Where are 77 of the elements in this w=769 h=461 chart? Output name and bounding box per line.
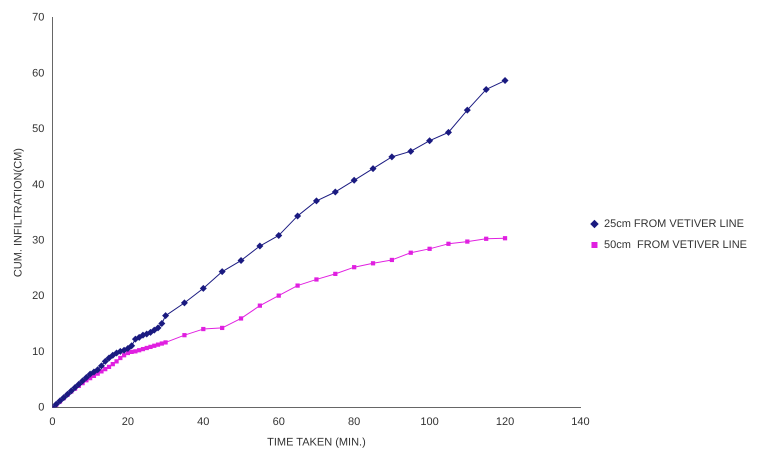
point: [465, 239, 470, 244]
point: [180, 299, 188, 306]
point: [103, 367, 108, 372]
point: [276, 293, 281, 298]
y-axis-title: CUM. INFILTRATION(CM): [12, 148, 25, 278]
point: [118, 356, 122, 360]
x-tick-label: 60: [272, 416, 285, 428]
point: [102, 358, 109, 365]
point: [144, 346, 149, 350]
y-tick-label: 70: [32, 12, 44, 24]
y-tick-label: 60: [32, 67, 44, 80]
point: [201, 326, 206, 332]
point: [128, 342, 136, 350]
point: [72, 384, 79, 392]
y-tick-label: 50: [32, 123, 44, 136]
x-tick-label: 0: [49, 416, 56, 428]
point: [482, 86, 490, 93]
point: [502, 77, 509, 84]
point: [98, 362, 105, 370]
point: [484, 236, 488, 241]
point: [160, 341, 164, 346]
point: [333, 272, 338, 276]
point: [294, 212, 302, 220]
point: [114, 359, 119, 364]
point: [158, 320, 166, 327]
legend-label: 25cm FROM VETIVER LINE: [604, 218, 744, 230]
x-tick-label: 120: [496, 416, 514, 428]
x-tick-label: 20: [122, 416, 134, 428]
point: [427, 246, 432, 251]
point: [122, 353, 126, 358]
point: [426, 137, 434, 144]
y-tick-label: 20: [32, 290, 44, 302]
point: [312, 197, 320, 204]
point: [133, 349, 138, 354]
point: [154, 324, 162, 332]
x-tick-label: 100: [420, 416, 439, 428]
point: [238, 257, 245, 264]
point: [350, 176, 358, 184]
point: [110, 362, 115, 366]
point: [258, 304, 262, 308]
point: [446, 242, 451, 246]
point: [152, 344, 156, 348]
point: [200, 284, 207, 292]
x-tick-label: 40: [197, 416, 210, 428]
point: [502, 236, 508, 240]
point: [130, 350, 134, 354]
x-tick-label: 140: [571, 416, 590, 428]
point: [256, 242, 264, 250]
point: [332, 188, 339, 196]
point: [182, 333, 187, 338]
point: [220, 326, 224, 330]
y-tick-label: 40: [32, 178, 44, 191]
x-tick-label: 80: [348, 416, 360, 428]
legend-label: 50cm FROM VETIVER LINE: [604, 239, 748, 252]
point: [156, 342, 160, 347]
point: [408, 250, 413, 255]
point: [370, 261, 376, 266]
point: [464, 106, 471, 114]
point: [106, 354, 113, 362]
point: [94, 366, 102, 374]
point: [388, 153, 396, 160]
point: [444, 128, 452, 136]
point: [137, 348, 142, 352]
point: [124, 345, 132, 352]
point: [352, 265, 356, 270]
point: [82, 374, 90, 382]
point: [162, 312, 170, 320]
point: [218, 268, 226, 276]
y-tick-label: 0: [38, 402, 44, 414]
y-tick-label: 10: [32, 346, 44, 358]
point: [370, 165, 377, 172]
point: [75, 380, 82, 388]
x-axis-title: TIME TAKEN (MIN.): [267, 436, 366, 448]
point: [275, 232, 282, 239]
point: [407, 148, 414, 155]
point: [79, 377, 86, 384]
y-tick-label: 30: [32, 234, 44, 246]
